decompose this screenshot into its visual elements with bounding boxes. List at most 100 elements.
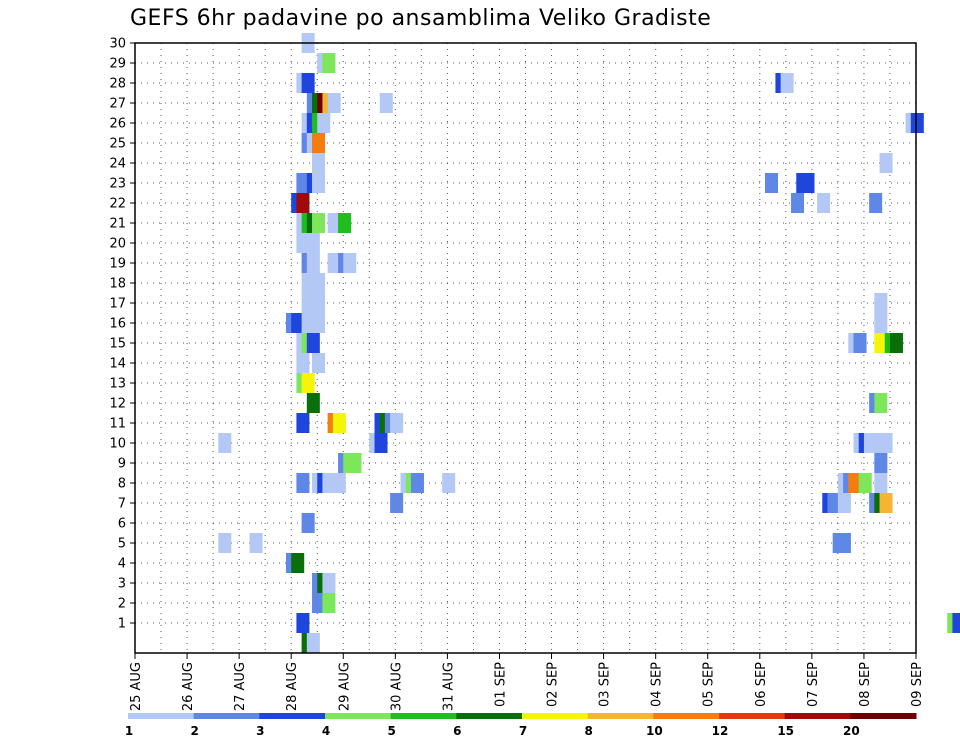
heatmap-cell [858,473,872,493]
colorbar-label: 12 [712,724,729,738]
colorbar-segment [653,713,720,719]
heatmap-cell [889,333,903,353]
heatmap-cell [312,293,326,313]
heatmap-cell [306,253,320,273]
y-tick-label: 13 [109,377,126,392]
y-tick-label: 26 [109,117,126,132]
colorbar-label: 7 [519,724,527,738]
x-tick-label: 04 SEP [650,662,665,707]
x-tick-label: 29 AUG [337,662,352,711]
heatmap-cell [296,413,310,433]
x-tick-label: 05 SEP [702,662,717,707]
y-tick-label: 8 [118,477,126,492]
y-tick-label: 27 [109,97,126,112]
colorbar-segment [128,713,195,719]
colorbar-segment [259,713,326,719]
x-tick-label: 02 SEP [546,662,561,707]
y-tick-label: 25 [109,137,126,152]
heatmap-cell [322,573,336,593]
heatmap-cell [306,633,320,653]
chart-title: GEFS 6hr padavine po ansamblima Veliko G… [130,6,712,31]
colorbar-label: 20 [843,724,860,738]
heatmap-cell [291,553,305,573]
heatmap-cell [327,213,341,233]
heatmap-cell [332,473,346,493]
heatmap-cell [296,473,310,493]
heatmap-cell [442,473,456,493]
heatmap-cell [910,113,924,133]
x-axis: 25 AUG 26 AUG 27 AUG 28 AUG 29 AUG 30 AUG 31 A… [129,653,925,711]
heatmap-cell [291,313,305,333]
heatmap-cell [301,73,315,93]
colorbar-label: 3 [256,724,264,738]
heatmap-cell [312,213,326,233]
heatmap-cell [837,493,851,513]
heatmap-cell [312,173,326,193]
colorbar-label: 2 [190,724,198,738]
colorbar-label: 6 [453,724,461,738]
colorbar-segment [456,713,523,719]
heatmap-cell [343,253,357,273]
heatmap-cell [390,493,404,513]
heatmap-cell [312,153,326,173]
colorbar-segment [325,713,392,719]
heatmap-cell [765,173,779,193]
plot-frame [134,42,917,654]
colorbar-label: 10 [646,724,663,738]
heatmap-cell [327,253,341,273]
x-tick-label: 08 SEP [858,662,873,707]
heatmap-cell [218,533,232,553]
colorbar-label: 5 [387,724,395,738]
heatmap-cell [322,473,336,493]
heatmap-cell [379,93,393,113]
heatmap-cell [338,213,352,233]
colorbar-segment [193,713,260,719]
heatmap-cell [218,433,232,453]
y-tick-label: 5 [118,537,126,552]
heatmap-cell [874,453,888,473]
heatmap-cell [410,473,424,493]
heatmap-cell [301,373,315,393]
y-tick-label: 15 [109,337,126,352]
colorbar-segment [719,713,786,719]
colorbar-segment [522,713,589,719]
y-tick-label: 7 [118,497,126,512]
x-tick-label: 01 SEP [493,662,508,707]
x-tick-label: 25 AUG [129,662,144,711]
heatmap-cell [312,313,326,333]
heatmap-cell [306,233,320,253]
x-tick-label: 03 SEP [598,662,613,707]
heatmap-cell [874,473,888,493]
y-tick-label: 18 [109,277,126,292]
y-tick-label: 29 [109,57,126,72]
y-tick-label: 24 [109,157,126,172]
y-tick-label: 14 [109,357,126,372]
y-tick-label: 21 [109,217,126,232]
colorbar-segment [390,713,457,719]
heatmap-cell [322,593,336,613]
y-tick-label: 4 [118,557,126,572]
heatmap-cell [879,153,893,173]
y-tick-label: 22 [109,197,126,212]
heatmap-cell [863,433,877,453]
heatmap-cell [374,433,388,453]
heatmap-cell [853,333,867,353]
heatmap-cell [306,393,320,413]
y-tick-label: 9 [118,457,126,472]
y-tick-label: 16 [109,317,126,332]
x-tick-label: 31 AUG [441,662,456,711]
y-tick-label: 2 [118,597,126,612]
heatmap-cell [322,53,336,73]
heatmap-cell [791,193,805,213]
colorbar-segment [784,713,851,719]
colorbar-label: 15 [777,724,794,738]
x-tick-label: 09 SEP [910,662,925,707]
heatmap-cell [879,433,893,453]
y-tick-label: 20 [109,237,126,252]
x-tick-label: 26 AUG [181,662,196,711]
y-tick-label: 23 [109,177,126,192]
heatmap-cell [312,273,326,293]
heatmap-cell [296,353,310,373]
colorbar-label: 8 [584,724,592,738]
